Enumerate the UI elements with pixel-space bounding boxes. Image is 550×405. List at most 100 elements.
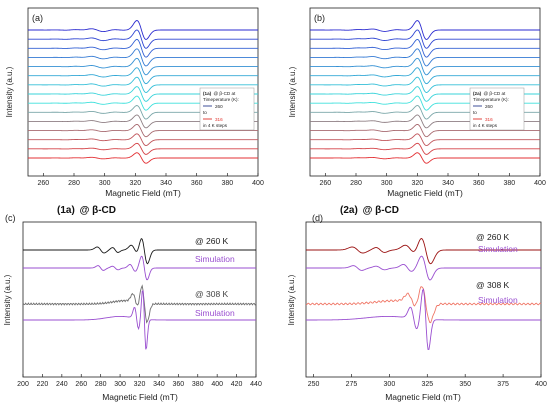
- panel-a-legend-title2: Timeperature (K):: [203, 97, 239, 102]
- panel-b-legend-title2: Timeperature (K):: [473, 97, 509, 102]
- x-tick-label: 360: [191, 180, 203, 187]
- panel-b-legend-to: to: [473, 110, 477, 115]
- panel-b-x-ticks: 260 280 300 320 340 360 380 400: [319, 173, 546, 187]
- spectrum-line-312K: [310, 142, 540, 155]
- spectrum-line-284K: [310, 76, 540, 93]
- panel-a-legend-box: [199, 87, 255, 131]
- x-tick-label: 280: [95, 381, 107, 388]
- spectrum-line-260K: [310, 20, 540, 40]
- panel-b-legend-steps: in 4 K steps: [473, 123, 498, 128]
- panel-a-legend-sample: (1a): [203, 91, 212, 96]
- panel-b-x-label: Magnetic Field (mT): [387, 188, 463, 198]
- spectrum-line-260K: [28, 20, 258, 40]
- panel-c-series-label-3: Simulation: [195, 308, 235, 318]
- spectrum-line-304K: [310, 123, 540, 138]
- x-tick-label: 400: [534, 180, 546, 187]
- panel-b-legend-end: 316: [485, 117, 493, 122]
- x-tick-label: 340: [153, 381, 165, 388]
- panel-a-x-label: Magnetic Field (mT): [105, 188, 181, 198]
- x-tick-label: 320: [411, 180, 423, 187]
- panel-b-legend-sample: (2a): [473, 91, 482, 96]
- panel-d-x-ticks: 250 275 300 325 350 375 400: [308, 374, 547, 388]
- panel-a: 260 280 300 320 340 360 380 400 (a) Intensity (…: [5, 7, 264, 198]
- panel-a-legend-start: 260: [215, 104, 223, 109]
- spectrum-line-272K: [28, 48, 258, 67]
- spectrum-line-316K: [28, 152, 258, 164]
- x-tick-label: 220: [37, 381, 49, 388]
- panel-b-legend: (2a) @ β-CD at Timeperature (K): 260 to …: [469, 87, 525, 131]
- x-tick-label: 260: [37, 180, 49, 187]
- spectrum-line-284K: [28, 76, 258, 93]
- spectrum-line-312K: [28, 142, 258, 155]
- panel-c-x-label: Magnetic Field (mT): [102, 392, 178, 402]
- x-tick-label: 260: [75, 381, 87, 388]
- panel-a-label: (a): [32, 13, 43, 23]
- series-line-simulation-260K: [306, 255, 541, 281]
- spectrum-line-276K: [310, 57, 540, 76]
- panel-c-title-sample: (1a): [57, 205, 75, 216]
- panel-b-label: (b): [314, 13, 325, 23]
- spectrum-line-268K: [28, 38, 258, 58]
- spectrum-line-268K: [310, 38, 540, 58]
- x-tick-label: 420: [231, 381, 243, 388]
- spectrum-line-308K: [310, 133, 540, 146]
- panel-a-y-label: Intensity (a.u.): [5, 66, 14, 117]
- panel-b-legend-start: 260: [485, 104, 493, 109]
- x-tick-label: 275: [346, 381, 358, 388]
- series-line-simulation-308K: [23, 290, 256, 350]
- x-tick-label: 400: [211, 381, 223, 388]
- panel-d-series-label-1: Simulation: [478, 244, 518, 254]
- spectrum-line-280K: [28, 67, 258, 85]
- spectrum-line-272K: [310, 48, 540, 67]
- panel-c-series-label-2: @ 308 K: [195, 289, 229, 299]
- x-tick-label: 400: [252, 180, 264, 187]
- panel-c-label: (c): [5, 213, 16, 223]
- x-tick-label: 300: [114, 381, 126, 388]
- panel-c-curves: [22, 237, 257, 350]
- spectrum-line-304K: [28, 123, 258, 138]
- svg-text:(1a) @ β-CD: (1a) @ β-CD: [57, 205, 116, 216]
- svg-text:(1a) @ β-CD at: (1a) @ β-CD at: [203, 91, 236, 96]
- panel-a-legend-host: @ β-CD at: [213, 91, 236, 96]
- x-tick-label: 325: [421, 381, 433, 388]
- panel-d-label: (d): [312, 213, 323, 223]
- x-tick-label: 380: [221, 180, 233, 187]
- x-tick-label: 280: [350, 180, 362, 187]
- x-tick-label: 250: [308, 381, 320, 388]
- panel-c-series-label-1: Simulation: [195, 254, 235, 264]
- panel-b-legend-box: [469, 87, 525, 131]
- x-tick-label: 300: [384, 381, 396, 388]
- panel-a-legend: (1a) @ β-CD at Timeperature (K): 260 to …: [199, 87, 255, 131]
- series-line-simulation-308K: [306, 288, 541, 350]
- x-tick-label: 440: [250, 381, 262, 388]
- x-tick-label: 360: [473, 180, 485, 187]
- series-line-experiment-308K: [22, 284, 257, 324]
- panel-d-x-label: Magnetic Field (mT): [385, 392, 461, 402]
- x-tick-label: 340: [160, 180, 172, 187]
- x-tick-label: 300: [381, 180, 393, 187]
- panel-d-series-label-3: Simulation: [478, 295, 518, 305]
- panel-d-y-label: Intensity (a.u.): [287, 274, 296, 325]
- x-tick-label: 375: [497, 381, 509, 388]
- spectrum-line-264K: [310, 29, 540, 49]
- spectrum-line-276K: [28, 57, 258, 76]
- panel-d-curves: [305, 238, 542, 350]
- panel-b-y-label: Intensity (a.u.): [288, 66, 297, 117]
- x-tick-label: 340: [442, 180, 454, 187]
- panel-c: 200 220 240 260 280 300 320 340 360 380 400 420 440 …: [3, 205, 262, 402]
- panel-d-title-host: @ β-CD: [363, 205, 399, 216]
- panel-c-title-host: @ β-CD: [80, 205, 116, 216]
- x-tick-label: 200: [17, 381, 29, 388]
- panel-b: 260 280 300 320 340 360 380 400 (b) Intensity (…: [288, 7, 546, 198]
- x-tick-label: 320: [129, 180, 141, 187]
- panel-c-x-ticks: 200 220 240 260 280 300 320 340 360 380 400 420 440: [17, 374, 262, 388]
- panel-d-series-label-2: @ 308 K: [476, 280, 510, 290]
- x-tick-label: 380: [192, 381, 204, 388]
- panel-a-legend-end: 316: [215, 117, 223, 122]
- x-tick-label: 380: [503, 180, 515, 187]
- series-line-experiment-260K: [306, 238, 541, 265]
- x-tick-label: 350: [459, 381, 471, 388]
- panel-a-legend-steps: in 4 K steps: [203, 123, 228, 128]
- panel-d-title-sample: (2a): [340, 205, 358, 216]
